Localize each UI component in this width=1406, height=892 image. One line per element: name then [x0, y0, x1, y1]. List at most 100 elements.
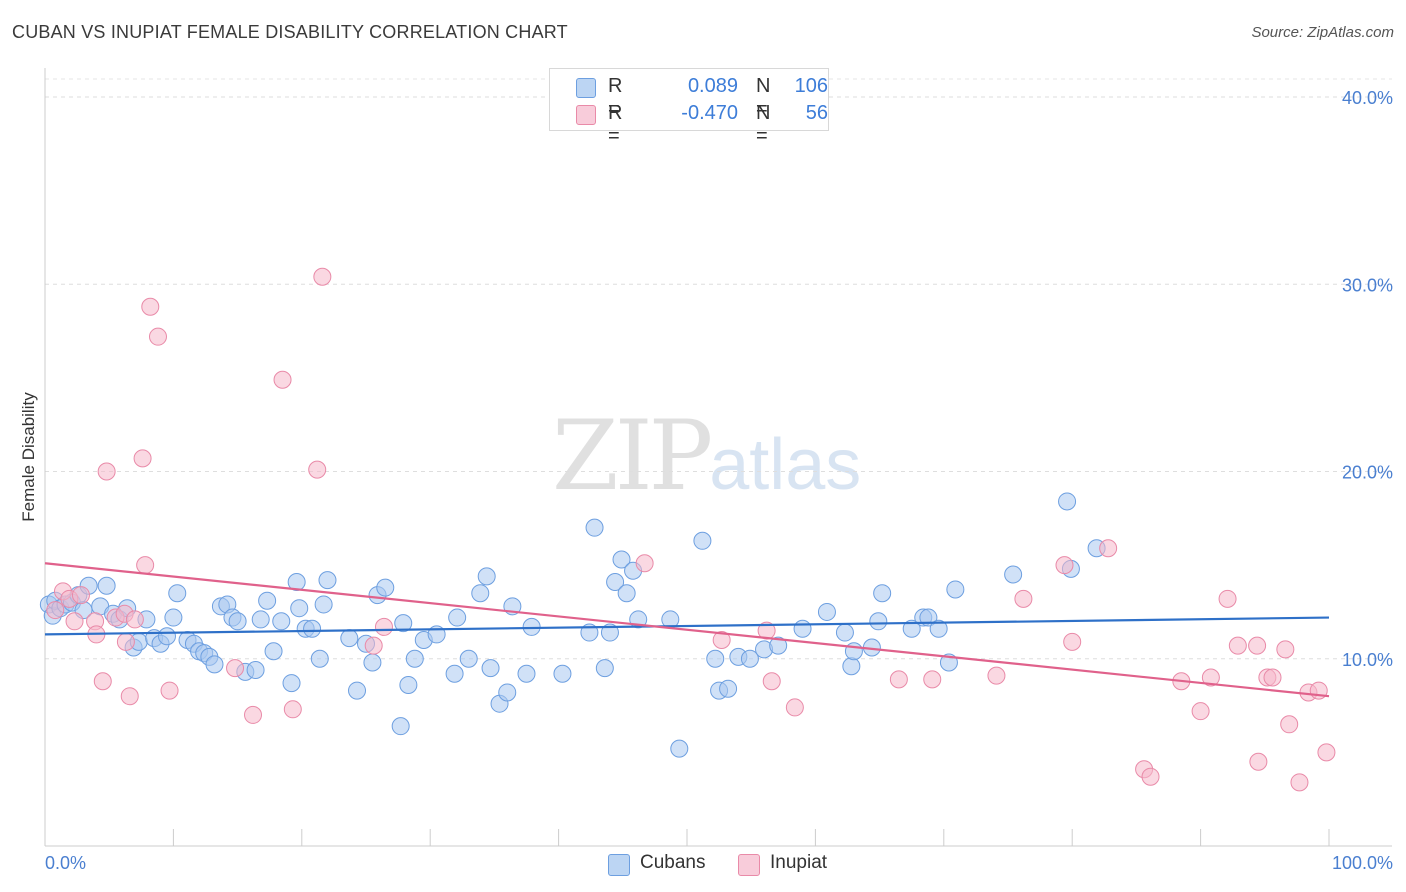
legend-r-label: R =: [608, 102, 623, 147]
cubans-point: [1058, 492, 1077, 511]
cubans-point: [600, 623, 619, 642]
cubans-point: [290, 599, 309, 618]
cubans-point: [498, 683, 517, 702]
cubans-point: [228, 612, 247, 631]
cubans-point: [481, 659, 500, 678]
cubans-point: [517, 664, 536, 683]
cubans-point: [264, 642, 283, 661]
cubans-point: [740, 649, 759, 668]
cubans-point: [314, 595, 333, 614]
inupiat-point: [308, 460, 327, 479]
cubans-point: [929, 619, 948, 638]
legend-n-value: 56: [805, 102, 828, 124]
cubans-point: [399, 675, 418, 694]
cubans-point: [97, 576, 116, 595]
inupiat-point: [762, 672, 781, 691]
cubans-point: [448, 608, 467, 627]
inupiat-point: [1191, 702, 1210, 721]
inupiat-trend-line: [44, 562, 1330, 698]
cubans-point: [769, 636, 788, 655]
inupiat-point: [374, 617, 393, 636]
inupiat-point: [1317, 743, 1336, 762]
inupiat-point: [46, 601, 65, 620]
cubans-point: [595, 659, 614, 678]
inupiat-point: [1218, 589, 1237, 608]
inupiat-point: [1099, 539, 1118, 558]
y-tick-label: 30.0%: [1342, 275, 1393, 295]
inupiat-point: [889, 670, 908, 689]
inupiat-point: [1276, 640, 1295, 659]
inupiat-point: [635, 554, 654, 573]
cubans-point: [706, 649, 725, 668]
inupiat-point: [313, 267, 332, 286]
inupiat-point: [1248, 636, 1267, 655]
cubans-point: [842, 657, 861, 676]
inupiat-point: [923, 670, 942, 689]
inupiat-point: [93, 672, 112, 691]
inupiat-point: [133, 449, 152, 468]
cubans-point: [318, 571, 337, 590]
cubans-point: [164, 608, 183, 627]
cubans-point: [873, 584, 892, 603]
legend-swatch-cubans: [576, 78, 596, 98]
inupiat-point: [160, 681, 179, 700]
inupiat-point: [141, 297, 160, 316]
inupiat-point: [1055, 556, 1074, 575]
bottom-legend-label-inupiat: Inupiat: [770, 852, 828, 873]
watermark: ZIPatlas: [552, 400, 861, 512]
watermark-zip: ZIP: [552, 400, 713, 512]
y-tick-label: 40.0%: [1342, 88, 1393, 108]
cubans-point: [168, 584, 187, 603]
legend-swatch-inupiat: [576, 105, 596, 125]
inupiat-point: [273, 370, 292, 389]
correlation-legend: R = 0.089 N = 106 R = -0.470 N = 56: [549, 68, 829, 147]
cubans-point: [835, 623, 854, 642]
inupiat-point: [120, 687, 139, 706]
cubans-point: [817, 602, 836, 621]
bottom-legend-label-cubans: Cubans: [640, 852, 706, 873]
bottom-legend-swatch-inupiat: [738, 854, 760, 876]
inupiat-point: [1249, 752, 1268, 771]
inupiat-point: [116, 632, 135, 651]
cubans-point: [157, 627, 176, 646]
y-tick-label: 10.0%: [1342, 650, 1393, 670]
cubans-point: [445, 664, 464, 683]
inupiat-point: [148, 327, 167, 346]
cubans-point: [793, 619, 812, 638]
cubans-point: [617, 584, 636, 603]
inupiat-point: [1201, 668, 1220, 687]
inupiat-point: [1263, 668, 1282, 687]
cubans-point: [394, 614, 413, 633]
cubans-point: [477, 567, 496, 586]
inupiat-point: [987, 666, 1006, 685]
chart-title: CUBAN VS INUPIAT FEMALE DISABILITY CORRE…: [12, 22, 568, 42]
cubans-point: [902, 619, 921, 638]
chart-source: Source: ZipAtlas.com: [1251, 24, 1394, 41]
inupiat-point: [125, 610, 144, 629]
cubans-point: [553, 664, 572, 683]
inupiat-point: [1290, 773, 1309, 792]
cubans-point: [719, 679, 738, 698]
cubans-point: [258, 591, 277, 610]
cubans-point: [946, 580, 965, 599]
legend-r-label: R =: [608, 75, 623, 120]
cubans-point: [205, 655, 224, 674]
legend-n-label: N =: [756, 75, 771, 120]
legend-n-value: 106: [794, 75, 828, 97]
cubans-point: [693, 531, 712, 550]
cubans-point: [471, 584, 490, 603]
inupiat-point: [136, 556, 155, 575]
cubans-point: [612, 550, 631, 569]
cubans-point: [348, 681, 367, 700]
x-tick-label: 100.0%: [1332, 853, 1393, 873]
inupiat-point: [1014, 589, 1033, 608]
inupiat-point: [757, 621, 776, 640]
cubans-point: [606, 572, 625, 591]
inupiat-point: [1141, 767, 1160, 786]
cubans-point: [405, 649, 424, 668]
cubans-point: [670, 739, 689, 758]
cubans-point: [391, 717, 410, 736]
inupiat-point: [1228, 636, 1247, 655]
cubans-point: [303, 619, 322, 638]
cubans-point: [246, 660, 265, 679]
